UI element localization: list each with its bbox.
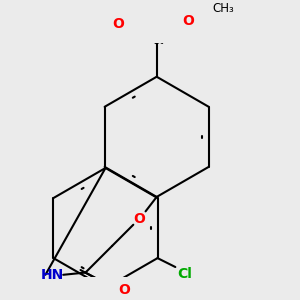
Text: O: O: [112, 17, 124, 32]
Text: O: O: [118, 284, 130, 297]
Text: CH₃: CH₃: [213, 2, 234, 15]
Text: O: O: [133, 212, 145, 226]
Text: HN: HN: [40, 268, 64, 282]
Text: O: O: [182, 14, 194, 28]
Text: Cl: Cl: [177, 267, 192, 281]
